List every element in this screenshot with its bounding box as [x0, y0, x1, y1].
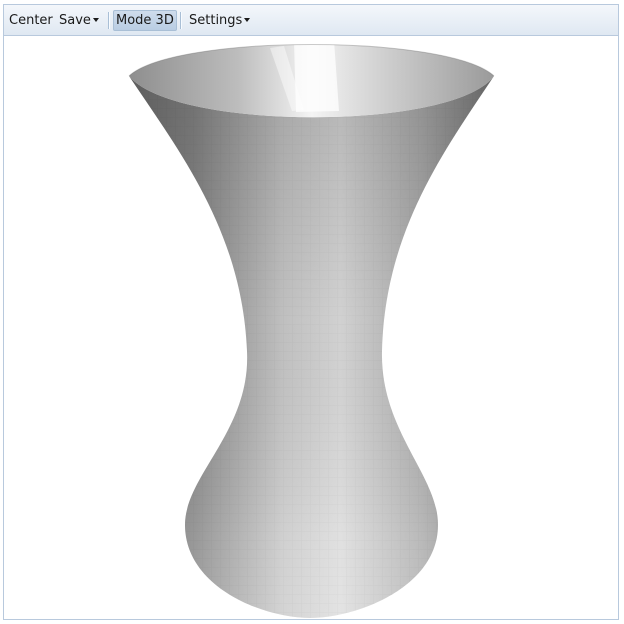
hyperboloid-facets — [129, 76, 494, 618]
settings-menu-button[interactable]: Settings — [186, 10, 253, 31]
mode-button-label: Mode 3D — [116, 13, 174, 28]
save-menu-button[interactable]: Save — [56, 10, 102, 31]
3d-viewport[interactable] — [4, 36, 618, 619]
mode-3d-toggle-button[interactable]: Mode 3D — [113, 10, 177, 31]
toolbar-separator — [108, 12, 109, 29]
save-button-label: Save — [59, 13, 91, 28]
inner-highlight — [294, 40, 339, 112]
chevron-down-icon — [92, 17, 99, 22]
viewer-frame: Center Save Mode 3D Settings — [3, 4, 619, 620]
toolbar-separator — [180, 12, 181, 29]
chevron-down-icon — [244, 17, 251, 22]
inner-highlight-streak — [270, 46, 304, 111]
settings-button-label: Settings — [189, 13, 243, 28]
center-button-label: Center — [9, 13, 53, 28]
toolbar: Center Save Mode 3D Settings — [4, 5, 618, 36]
inner-rim-outline — [128, 44, 495, 77]
center-button[interactable]: Center — [6, 10, 56, 31]
